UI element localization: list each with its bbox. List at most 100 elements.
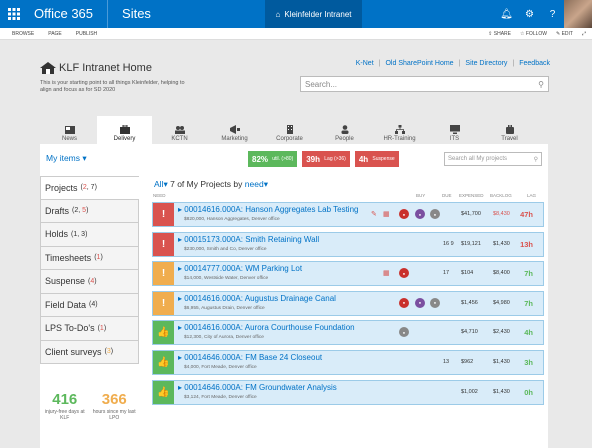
project-name-link[interactable]: ▸ 00014616.000A: Hanson Aggregates Lab T…	[178, 205, 359, 214]
nav-delivery[interactable]: Delivery	[97, 116, 152, 144]
team-member-avatar[interactable]: ●	[399, 268, 409, 279]
col-backlog[interactable]: BACKLOG	[490, 193, 512, 198]
caret-down-icon: ▾	[82, 153, 87, 163]
suite-sites-link[interactable]: Sites	[122, 6, 151, 21]
project-subtitle: $6,955, Augustus Drain, Denver office	[184, 305, 265, 311]
badge-text: Lag	[324, 156, 333, 162]
team-member-avatar[interactable]: ●	[399, 327, 409, 338]
edit-pencil-icon[interactable]: ✎	[371, 211, 377, 218]
app-launcher-icon[interactable]	[0, 0, 28, 28]
sidebar-item-suspense[interactable]: Suspense (4)	[40, 270, 139, 294]
util-badge[interactable]: 82% util. (>80)	[248, 151, 298, 167]
team-member-avatar[interactable]: ●	[399, 297, 409, 308]
nav-its[interactable]: ITS	[427, 116, 482, 144]
badge-note: (>36)	[334, 156, 346, 162]
nav-news[interactable]: News	[42, 116, 97, 144]
filter-all-dropdown[interactable]: All▾	[154, 179, 168, 189]
team-member-avatar[interactable]: ●	[415, 297, 425, 308]
team-member-avatar[interactable]: ●	[415, 209, 425, 219]
my-items-dropdown[interactable]: My items ▾	[46, 153, 87, 164]
col-buy[interactable]: BUY	[416, 193, 426, 198]
project-search-input[interactable]: Search all My projects ⚲	[444, 152, 542, 166]
nav-kctn[interactable]: KCTN	[152, 116, 207, 144]
calendar-icon[interactable]: ▦	[383, 270, 390, 278]
badge-text: util.	[272, 156, 281, 162]
user-avatar[interactable]	[564, 0, 592, 28]
toplink-knet[interactable]: K-Net	[355, 60, 374, 67]
follow-button[interactable]: ☆ FOLLOW	[520, 31, 547, 37]
sidebar-item-holds[interactable]: Holds (1, 3)	[40, 223, 139, 247]
lag-value: 7h	[524, 269, 533, 279]
sort-dropdown[interactable]: need▾	[244, 179, 268, 189]
ribbon-page[interactable]: PAGE	[48, 30, 62, 37]
col-due[interactable]: DUE	[442, 193, 452, 198]
nav-people[interactable]: People	[317, 116, 372, 144]
project-name-link[interactable]: ▸ 00015173.000A: Smith Retaining Wall	[178, 234, 320, 244]
site-search-input[interactable]: Search... ⚲	[300, 76, 549, 92]
toplink-old-sharepoint[interactable]: Old SharePoint Home	[385, 60, 454, 67]
lag-value: 13h	[520, 239, 533, 249]
sidebar-item-field-data[interactable]: Field Data (4)	[40, 293, 139, 317]
ribbon-browse[interactable]: BROWSE	[12, 30, 35, 37]
toplink-feedback[interactable]: Feedback	[519, 60, 550, 67]
project-name: 00015173.000A: Smith Retaining Wall	[184, 234, 320, 244]
project-row[interactable]: 👍 ▸ 00014616.000A: Aurora Courthouse Foun…	[152, 320, 544, 346]
col-lag[interactable]: LAG	[527, 193, 537, 198]
focus-icon[interactable]: ⤢	[581, 31, 586, 37]
badge-value: 4h	[358, 154, 369, 164]
backlog-value: $2,430	[493, 329, 510, 336]
suite-title[interactable]: Office 365	[28, 0, 109, 28]
sidebar-count: (4)	[89, 301, 98, 309]
project-name-link[interactable]: ▸ 00014616.000A: Augustus Drainage Canal	[178, 293, 336, 303]
sidebar-count: (4)	[88, 277, 97, 285]
nav-label: HR-Training	[383, 136, 416, 142]
my-items-label: My items	[46, 153, 80, 163]
nav-marketing[interactable]: Marketing	[207, 116, 262, 144]
col-need[interactable]: NEED	[153, 193, 166, 198]
project-name-link[interactable]: ▸ 00014646.000A: FM Groundwater Analysis	[178, 382, 337, 392]
project-row[interactable]: ! ▸ 00015173.000A: Smith Retaining Wall $2…	[152, 231, 544, 257]
team-member-avatar[interactable]: ●	[430, 297, 440, 308]
sidebar-item-drafts[interactable]: Drafts (2, 5)	[40, 199, 139, 223]
project-row[interactable]: 👍 ▸ 00014646.000A: FM Base 24 Closeout $4,…	[152, 349, 544, 375]
nav-travel[interactable]: Travel	[482, 116, 537, 144]
notifications-bell-icon[interactable]: 🔔︎	[500, 8, 513, 20]
col-expensed[interactable]: EXPENSED	[459, 193, 484, 198]
toplink-site-directory[interactable]: Site Directory	[465, 60, 508, 67]
sidebar-item-lps-todos[interactable]: LPS To-Do's (1)	[40, 317, 139, 341]
nav-label: ITS	[449, 136, 460, 142]
project-row[interactable]: 👍 ▸ 00014646.000A: FM Groundwater Analysi…	[152, 379, 544, 405]
expensed-value: $104	[461, 270, 474, 277]
edit-button[interactable]: ✎ EDIT	[556, 31, 573, 37]
nav-hr-training[interactable]: HR-Training	[372, 116, 427, 144]
suspense-badge[interactable]: 4h Suspense	[354, 151, 399, 167]
search-icon[interactable]: ⚲	[538, 79, 544, 89]
site-tab[interactable]: ⌂ Kleinfelder Intranet	[265, 0, 362, 28]
sort-label: need	[244, 179, 264, 189]
sidebar-item-client-surveys[interactable]: Client surveys (3)	[40, 340, 139, 364]
project-name-link[interactable]: ▸ 00014777.000A: WM Parking Lot	[178, 264, 303, 274]
search-icon[interactable]: ⚲	[533, 156, 538, 163]
nav-corporate[interactable]: Corporate	[262, 116, 317, 144]
ribbon-publish[interactable]: PUBLISH	[75, 30, 98, 37]
settings-gear-icon[interactable]: ⚙	[525, 8, 534, 20]
team-member-avatar[interactable]: ●	[430, 209, 440, 219]
users-icon	[174, 126, 185, 134]
help-icon[interactable]: ?	[549, 8, 556, 20]
project-name-link[interactable]: ▸ 00014616.000A: Aurora Courthouse Found…	[178, 323, 355, 333]
project-row[interactable]: ! ▸ 00014616.000A: Augustus Drainage Cana…	[152, 290, 544, 316]
badge-text: Suspense	[372, 156, 395, 162]
project-row[interactable]: ! ▸ 00014616.000A: Hanson Aggregates Lab …	[152, 202, 544, 227]
project-name-link[interactable]: ▸ 00014646.000A: FM Base 24 Closeout	[178, 352, 323, 362]
person-icon	[341, 125, 348, 134]
calendar-icon[interactable]: ▦	[383, 211, 390, 218]
lag-value: 7h	[524, 298, 533, 308]
site-brand[interactable]: KLF Intranet Home	[40, 62, 152, 74]
team-member-avatar[interactable]: ●	[399, 209, 409, 219]
lag-badge[interactable]: 39h Lag (>36)	[302, 151, 350, 167]
sidebar-item-projects[interactable]: Projects (2, 7)	[40, 176, 139, 200]
site-tagline: This is your starting point to all thing…	[40, 80, 185, 93]
sidebar-item-timesheets[interactable]: Timesheets (1)	[40, 246, 139, 270]
project-row[interactable]: ! ▸ 00014777.000A: WM Parking Lot $14,000,…	[152, 261, 544, 287]
share-button[interactable]: ⇪ SHARE	[488, 31, 511, 37]
